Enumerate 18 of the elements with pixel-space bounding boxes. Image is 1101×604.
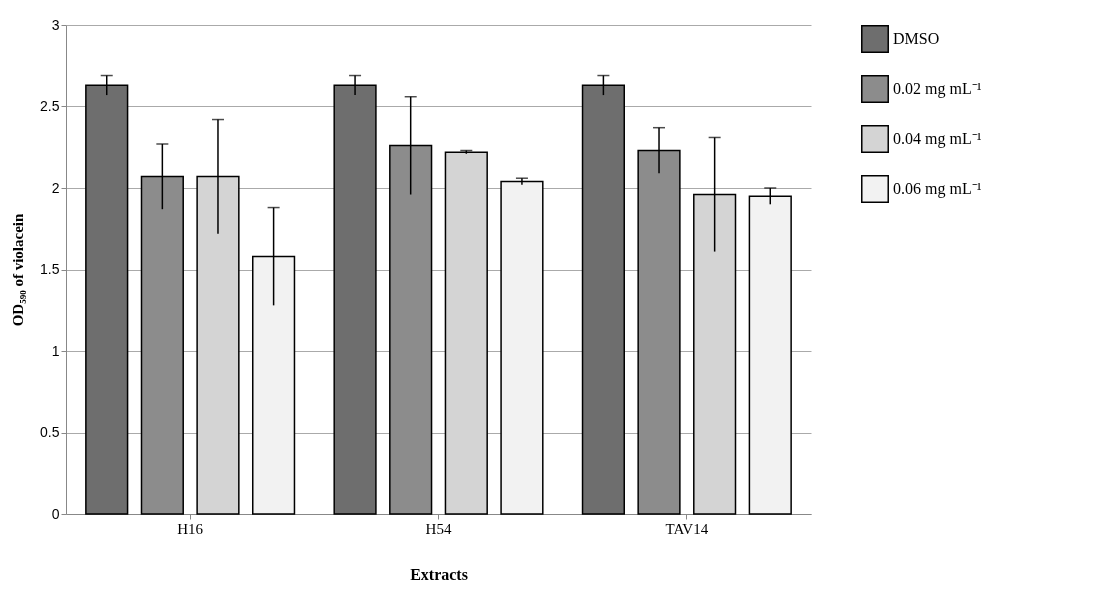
x-tick-label: H16 [177, 520, 204, 537]
y-axis-title: OD₅₉₀ of violacein [10, 213, 27, 327]
x-tick-label: TAV14 [665, 520, 709, 537]
legend-label: DMSO [893, 30, 940, 47]
y-tick-label: 1.5 [40, 261, 60, 277]
bar [500, 180, 544, 515]
legend-label: 0.02 mg mL⁻¹ [893, 80, 982, 98]
y-tick-label: 0.5 [40, 424, 60, 440]
bar [444, 151, 488, 515]
y-tick-label: 1 [51, 342, 60, 359]
y-tick-label: 3 [51, 16, 60, 33]
y-tick-label: 2 [51, 179, 60, 196]
y-tick-label: 2.5 [40, 98, 60, 114]
legend-label: 0.06 mg mL⁻¹ [893, 180, 982, 198]
x-axis-title: Extracts [410, 565, 468, 583]
x-tick-label: H54 [425, 520, 452, 537]
legend-label: 0.04 mg mL⁻¹ [893, 130, 982, 148]
y-tick-label: 0 [51, 505, 60, 522]
